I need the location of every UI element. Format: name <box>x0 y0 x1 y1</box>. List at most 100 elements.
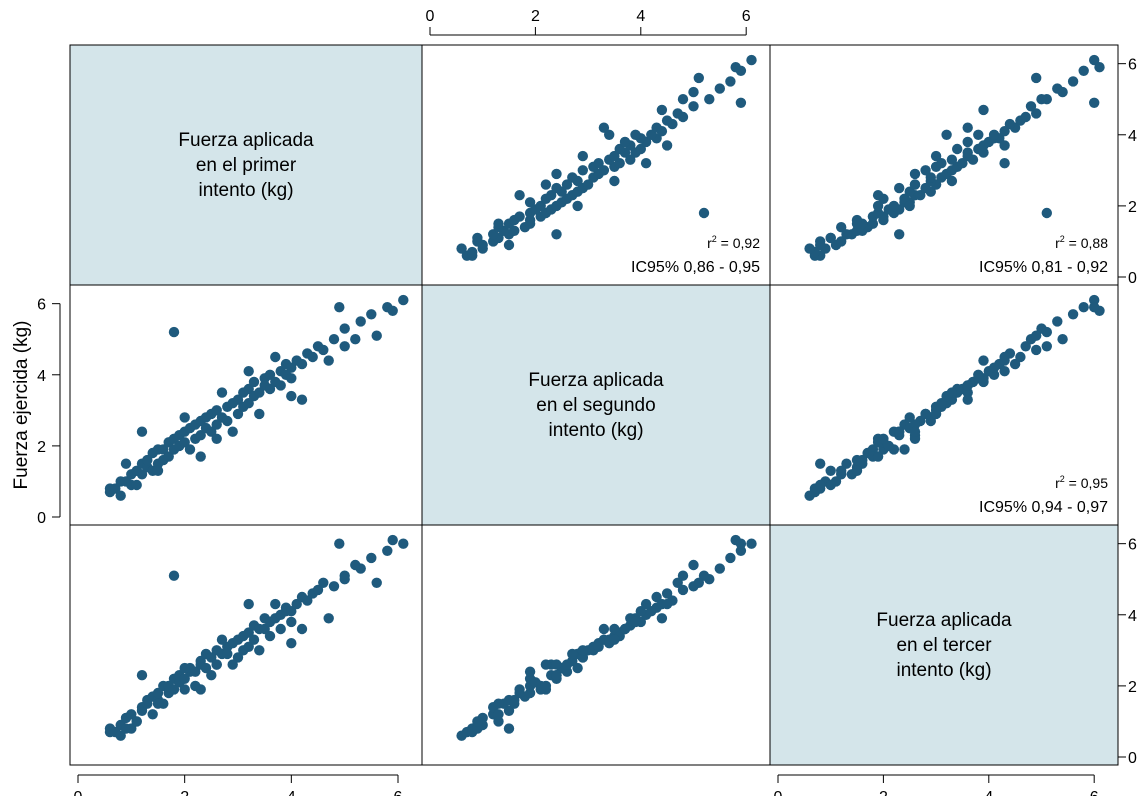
point-r2-c3-72 <box>1052 316 1063 327</box>
point-r1-c2-79 <box>577 150 588 162</box>
point-r2-c3-13 <box>836 465 847 476</box>
point-r1-c2-95 <box>609 175 620 187</box>
point-r2-c3-90 <box>999 366 1010 377</box>
point-r1-c2-75 <box>746 54 757 66</box>
point-r2-c1-48 <box>243 383 254 395</box>
point-r3-c2-87 <box>493 698 504 709</box>
point-r3-c1-92 <box>286 638 297 649</box>
r2-annotation-3: r2 = 0,95 <box>1055 474 1108 491</box>
point-r1-c2-87 <box>493 218 504 229</box>
point-r3-c2-23 <box>530 677 541 688</box>
point-r2-c1-72 <box>355 316 366 327</box>
r2-symbol-3: r <box>1055 475 1060 491</box>
point-r2-c3-43 <box>920 408 931 420</box>
point-r3-c1-49 <box>248 634 260 645</box>
point-r3-c1-32 <box>195 655 206 667</box>
point-r1-c2-84 <box>572 200 583 212</box>
point-r2-c1-27 <box>184 444 196 455</box>
point-r2-c1-19 <box>163 451 174 462</box>
point-r1-c2-51 <box>609 150 620 162</box>
variable-label-2-line-3: intento (kg) <box>548 420 643 441</box>
point-r2-c3-85 <box>999 351 1010 363</box>
point-r1-c3-83 <box>1031 72 1042 84</box>
point-r3-c2-93 <box>472 716 483 727</box>
r2-annotation-1: r2 = 0,92 <box>707 234 760 251</box>
point-r1-c3-84 <box>904 200 915 212</box>
point-r2-c1-62 <box>286 373 297 384</box>
point-r2-c3-82 <box>962 394 973 405</box>
point-r1-c2-68 <box>672 108 683 119</box>
point-r1-c2-81 <box>551 229 562 240</box>
top-x-axis-tick-label-6: 6 <box>742 8 751 25</box>
point-r1-c2-76 <box>698 207 710 219</box>
point-r1-c3-79 <box>930 150 942 162</box>
variable-label-2-line-2: en el segundo <box>536 395 655 416</box>
point-r2-c1-75 <box>398 294 409 306</box>
point-r3-c1-41 <box>222 648 233 660</box>
right-y-axis-row1-tick-label-4: 4 <box>1128 128 1137 145</box>
point-r3-c1-68 <box>318 577 329 588</box>
point-r2-c3-10 <box>841 458 852 469</box>
right-y-axis-row3-tick-label-4: 4 <box>1128 608 1137 625</box>
point-r3-c1-85 <box>270 598 281 610</box>
diagonal-cell-2 <box>422 285 770 525</box>
point-r1-c3-86 <box>1094 61 1105 73</box>
point-r1-c3-89 <box>1089 97 1100 109</box>
point-r1-c3-47 <box>936 158 947 169</box>
point-r2-c1-76 <box>168 326 180 338</box>
point-r3-c2-78 <box>656 613 668 624</box>
point-r2-c3-23 <box>883 440 894 452</box>
variable-label-3-line-1: Fuerza aplicada <box>876 610 1012 631</box>
point-r2-c1-25 <box>179 437 190 448</box>
point-r1-c3-77 <box>815 239 826 251</box>
point-r1-c2-35 <box>551 182 562 194</box>
point-r1-c3-7 <box>836 236 847 247</box>
variable-label-1-line-2: en el primer <box>196 155 297 176</box>
point-r3-c2-72 <box>714 563 725 574</box>
point-r1-c2-80 <box>540 179 552 190</box>
point-r1-c3-62 <box>973 129 984 140</box>
annotations: Fuerza ejercida (kg) Fuerza aplicada en el… <box>11 130 1108 681</box>
point-r1-c3-82 <box>962 122 973 133</box>
point-r2-c1-84 <box>179 412 190 423</box>
right-y-axis-row1-tick-label-2: 2 <box>1128 199 1137 216</box>
point-r3-c2-91 <box>514 684 525 695</box>
point-r2-c1-78 <box>323 355 334 366</box>
point-r1-c3-92 <box>941 129 952 140</box>
point-r2-c1-83 <box>371 330 382 341</box>
left-y-axis-tick-label-2: 2 <box>37 439 46 456</box>
point-r1-c3-54 <box>952 143 963 155</box>
point-r1-c2-85 <box>661 140 673 151</box>
point-r2-c3-74 <box>1078 302 1089 313</box>
point-r1-c3-32 <box>915 190 926 201</box>
point-r3-c1-35 <box>206 670 217 681</box>
r2-annotation-2: r2 = 0,88 <box>1055 234 1108 251</box>
point-r1-c2-27 <box>524 197 536 208</box>
point-r3-c2-13 <box>493 709 504 720</box>
point-r2-c3-17 <box>851 454 863 466</box>
point-r1-c2-69 <box>688 101 699 112</box>
point-r3-c2-47 <box>593 641 604 652</box>
point-r2-c1-44 <box>232 394 244 405</box>
left-y-axis-tick-label-6: 6 <box>37 297 46 314</box>
point-r3-c1-36 <box>206 652 217 663</box>
point-r1-c2-91 <box>514 190 525 201</box>
point-r3-c1-54 <box>264 630 276 642</box>
point-r3-c1-94 <box>350 559 361 571</box>
point-r2-c3-93 <box>825 479 836 491</box>
point-r1-c3-75 <box>1089 54 1100 66</box>
point-r2-c3-78 <box>978 355 989 366</box>
point-r2-c1-2 <box>110 483 121 494</box>
point-r2-c3-70 <box>1041 341 1053 352</box>
right-y-axis-row3-tick-label-0: 0 <box>1128 750 1137 767</box>
bottom-x-axis-col3-tick-label-2: 2 <box>879 789 888 796</box>
point-r1-c3-76 <box>1041 207 1053 219</box>
r2-superscript-1: 2 <box>712 234 717 244</box>
point-r1-c3-13 <box>836 222 847 233</box>
point-r3-c2-6 <box>472 723 483 734</box>
point-r3-c2-3 <box>456 730 467 741</box>
ci-annotation-3: IC95% 0,94 - 0,97 <box>979 499 1108 516</box>
variable-label-1-line-1: Fuerza aplicada <box>178 130 314 151</box>
point-r2-c3-91 <box>872 451 884 462</box>
point-r2-c1-38 <box>211 405 222 416</box>
